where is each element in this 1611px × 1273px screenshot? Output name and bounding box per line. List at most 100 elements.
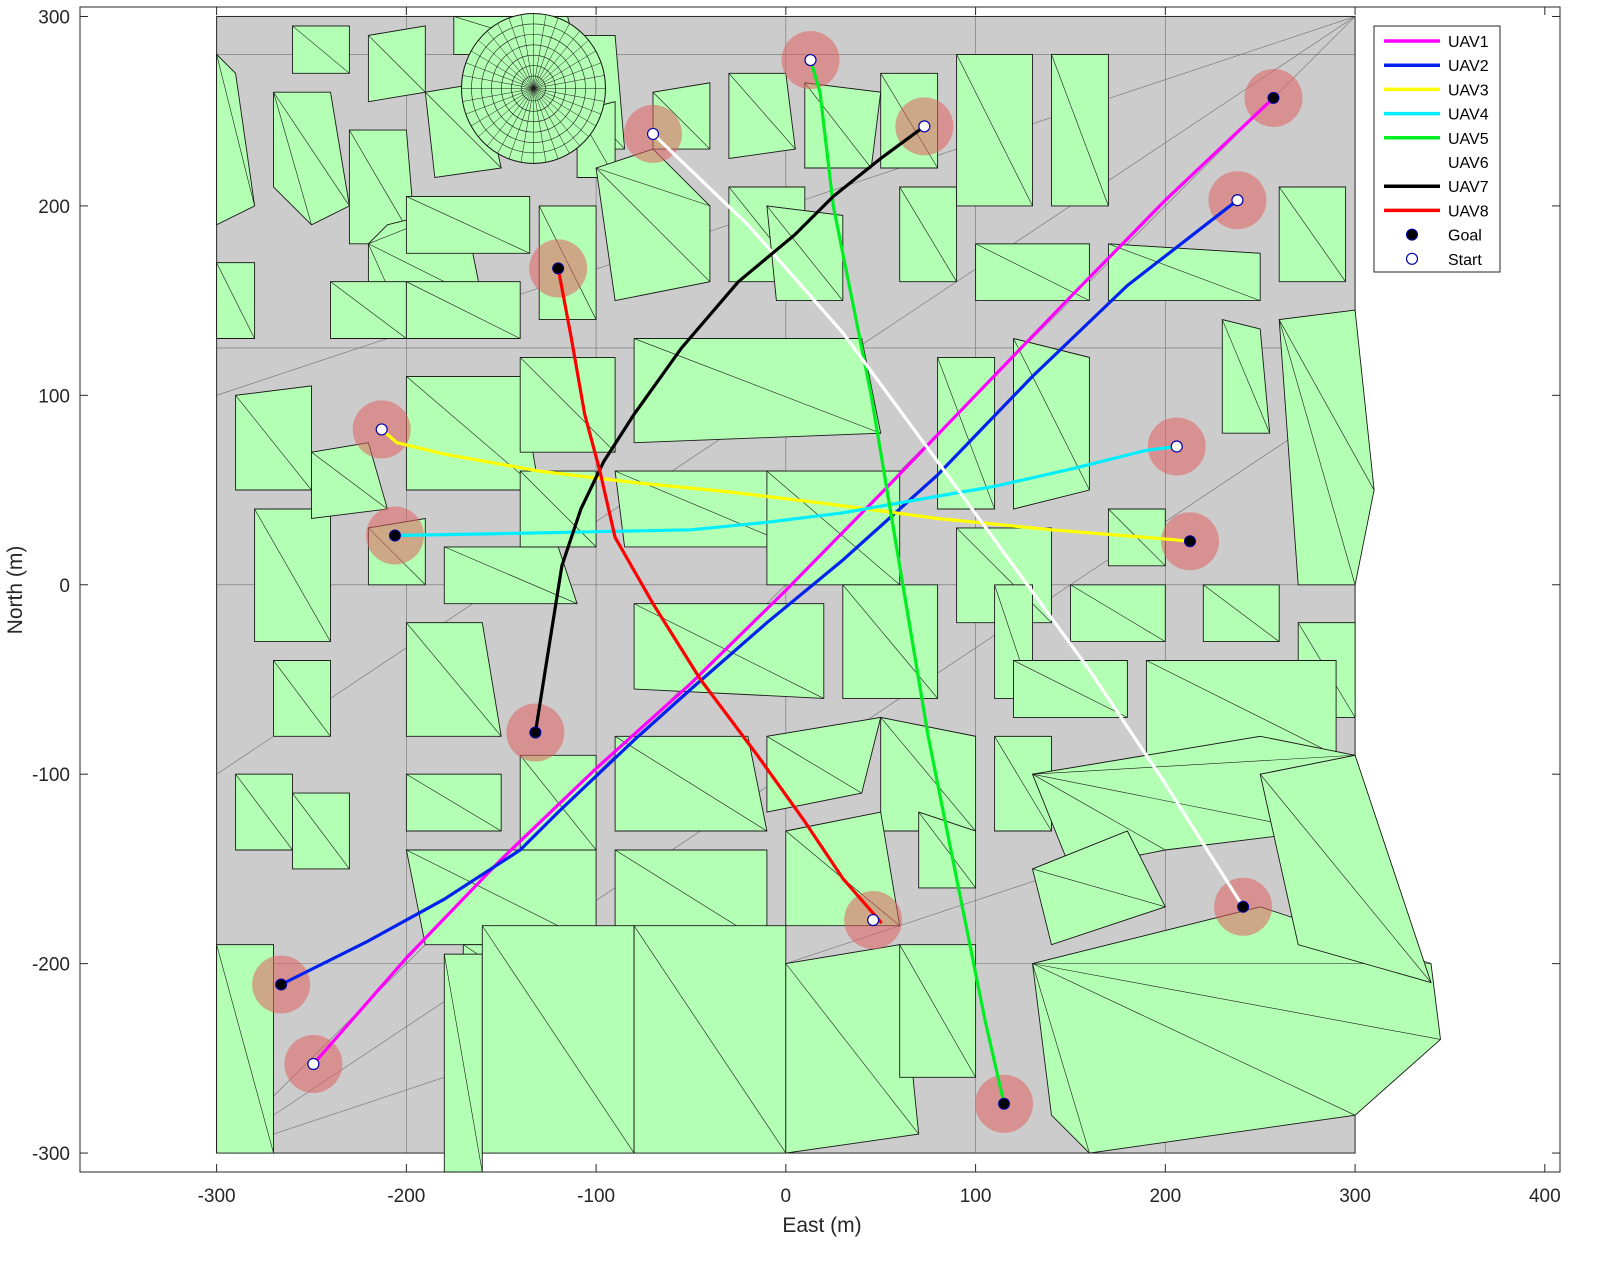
building-edge bbox=[519, 357, 616, 453]
x-tick-label: 0 bbox=[781, 1186, 792, 1207]
building-edge bbox=[596, 167, 711, 207]
stadium-spoke bbox=[462, 75, 534, 89]
building-edge bbox=[652, 82, 710, 93]
building-edge bbox=[273, 92, 312, 225]
legend-label-uav2: UAV2 bbox=[1448, 58, 1489, 75]
building-edge bbox=[1278, 319, 1375, 491]
building-edge bbox=[842, 584, 938, 699]
building-edge bbox=[766, 205, 843, 216]
building-edge bbox=[1221, 319, 1270, 434]
building-edge bbox=[1260, 754, 1356, 775]
goal-marker-uav2 bbox=[275, 978, 288, 991]
legend-label-uav3: UAV3 bbox=[1448, 82, 1489, 99]
legend-label-start: Start bbox=[1448, 252, 1482, 269]
stadium-spoke bbox=[533, 14, 547, 89]
path-uav1 bbox=[311, 96, 1276, 1066]
building-edge bbox=[956, 54, 1033, 207]
stadium-spoke bbox=[471, 50, 534, 89]
building-edge bbox=[633, 925, 787, 1154]
y-tick-label: -100 bbox=[32, 765, 70, 786]
legend-box bbox=[1373, 25, 1501, 273]
stadium-spoke bbox=[533, 75, 605, 89]
building-edge bbox=[633, 603, 824, 699]
building-edge bbox=[899, 944, 976, 1078]
building bbox=[235, 385, 312, 491]
start-marker-uav5 bbox=[804, 53, 817, 67]
building-edge bbox=[766, 736, 862, 794]
path-uav5 bbox=[808, 58, 1006, 1106]
building-edge bbox=[1070, 584, 1166, 642]
building-edge bbox=[368, 25, 426, 36]
stadium-spoke bbox=[533, 40, 589, 89]
building-edge bbox=[406, 196, 530, 254]
building-edge bbox=[766, 205, 844, 301]
x-tick-label: -200 bbox=[387, 1186, 425, 1207]
building-edge bbox=[1013, 660, 1128, 718]
building-edge bbox=[425, 92, 502, 169]
stadium-spoke bbox=[533, 88, 580, 147]
start-marker-uav8 bbox=[867, 913, 880, 927]
stadium-spoke bbox=[520, 14, 534, 89]
building bbox=[804, 82, 882, 169]
building-edge bbox=[652, 92, 711, 150]
building-edge bbox=[1032, 754, 1356, 775]
stadium-spoke bbox=[508, 88, 534, 160]
goal-marker-uav6 bbox=[1237, 900, 1250, 913]
stadium-spoke bbox=[487, 88, 534, 147]
start-marker-uav1 bbox=[307, 1057, 320, 1071]
building-edge bbox=[292, 792, 350, 870]
building-edge bbox=[1278, 186, 1346, 282]
stadium-spoke bbox=[533, 88, 602, 115]
uav-path-layer bbox=[279, 58, 1276, 1106]
goal-marker-uav7 bbox=[529, 726, 542, 739]
building-edge bbox=[785, 811, 881, 832]
building-edge bbox=[406, 622, 502, 737]
x-tick-label: 400 bbox=[1529, 1186, 1561, 1207]
building-edge bbox=[235, 385, 312, 396]
building-edge bbox=[1279, 309, 1356, 320]
building-edge bbox=[1051, 54, 1109, 207]
path-uav3 bbox=[380, 427, 1192, 543]
x-tick-label: -300 bbox=[198, 1186, 236, 1207]
stadium-spoke bbox=[497, 88, 534, 154]
x-tick-label: -100 bbox=[577, 1186, 615, 1207]
building-edge bbox=[975, 243, 1090, 301]
building-edge bbox=[368, 35, 426, 93]
building-edge bbox=[1032, 868, 1166, 908]
building-edge bbox=[880, 717, 976, 832]
building-edge bbox=[273, 660, 331, 737]
x-tick-label: 100 bbox=[960, 1186, 992, 1207]
building-edge bbox=[235, 774, 293, 851]
start-marker-uav2 bbox=[1231, 194, 1244, 207]
axis-layer: -300 -200 -100 0 100 200 300 400 -300 -200 -100 0 10… bbox=[32, 7, 1561, 1207]
building-edge bbox=[1222, 319, 1261, 330]
start-marker-uav6 bbox=[646, 127, 660, 141]
building-edge bbox=[519, 755, 597, 851]
legend-label-uav8: UAV8 bbox=[1448, 203, 1489, 220]
building-edge bbox=[330, 281, 407, 339]
path-uav8 bbox=[556, 266, 883, 924]
building-edge bbox=[785, 963, 919, 1135]
x-tick-label: 200 bbox=[1149, 1186, 1181, 1207]
path-uav7 bbox=[533, 124, 927, 735]
y-tick-label: 0 bbox=[59, 576, 70, 597]
stadium-spoke bbox=[533, 88, 589, 137]
goal-marker-uav8 bbox=[552, 262, 565, 275]
building-edge bbox=[1108, 243, 1261, 254]
y-tick-label: -200 bbox=[32, 955, 70, 976]
goal-marker-uav5 bbox=[998, 1097, 1011, 1110]
x-axis-label: East (m) bbox=[782, 1214, 861, 1237]
legend-label-uav1: UAV1 bbox=[1448, 34, 1489, 51]
map-layer bbox=[216, 12, 1441, 1173]
building bbox=[633, 338, 882, 444]
building-edge bbox=[254, 508, 331, 642]
stadium-spoke bbox=[520, 88, 534, 163]
building-edge bbox=[994, 736, 1052, 832]
stadium-spoke bbox=[471, 88, 534, 127]
stadium bbox=[460, 12, 606, 164]
building-edge bbox=[216, 54, 255, 206]
building-edge bbox=[956, 527, 1052, 623]
building bbox=[1032, 906, 1441, 1154]
building-edge bbox=[1278, 319, 1356, 585]
legend-label-uav4: UAV4 bbox=[1448, 107, 1489, 124]
